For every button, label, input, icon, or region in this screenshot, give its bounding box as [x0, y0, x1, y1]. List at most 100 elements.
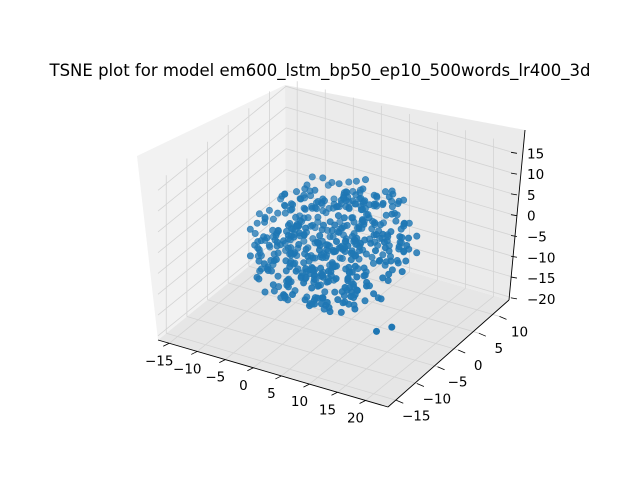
scatter-point [312, 205, 320, 213]
scatter-point [287, 200, 295, 208]
scatter-point [335, 203, 343, 211]
scatter-point [379, 201, 387, 209]
scatter-point [329, 204, 337, 212]
y-tick [437, 366, 445, 371]
grid-line-y [186, 316, 418, 384]
scatter-point [298, 269, 306, 277]
scatter-point [379, 219, 387, 227]
scatter-point [294, 265, 302, 273]
scatter-point [332, 238, 340, 246]
scatter-point [329, 233, 337, 241]
scatter-point [269, 233, 277, 241]
scatter-point [340, 292, 348, 300]
scatter-point [322, 209, 330, 217]
scatter-point [341, 298, 349, 306]
scatter-point [261, 236, 269, 244]
scatter-point [334, 296, 342, 304]
scatter-point [400, 196, 408, 204]
scatter-point [360, 218, 368, 226]
scatter-point [286, 220, 294, 228]
scatter-point [368, 253, 376, 261]
scatter-point [282, 246, 290, 254]
scatter-point [278, 192, 286, 200]
scatter-point [345, 178, 353, 186]
scatter-point [340, 222, 348, 230]
scatter-point [388, 266, 396, 274]
scatter-point [381, 261, 389, 269]
x-tick-label: 5 [267, 386, 276, 402]
y-tick-label: −10 [423, 392, 452, 408]
y-tick [458, 349, 466, 354]
scatter-point [345, 269, 353, 277]
scatter-point [311, 224, 319, 232]
grid-line-z [157, 86, 287, 191]
scatter-point [413, 249, 421, 257]
grid-line-x [365, 296, 494, 401]
scatter-point [347, 278, 355, 286]
scatter-point [286, 259, 294, 267]
x-tick [247, 367, 254, 372]
scatter-point [353, 273, 361, 281]
scatter-point [253, 219, 261, 227]
axis-lines [157, 129, 526, 408]
y-axis-line [387, 299, 510, 408]
scatter-point [302, 228, 310, 236]
x-tick-label: 0 [239, 378, 248, 394]
scatter-point [296, 212, 304, 220]
scatter-point [274, 249, 282, 257]
scatter-point [304, 244, 312, 252]
scatter-point [393, 211, 401, 219]
scatter-point [306, 300, 314, 308]
scatter-point [301, 250, 309, 258]
z-tick [510, 297, 518, 300]
z-tick [510, 193, 518, 196]
scatter-point [326, 308, 334, 316]
scatter-point [369, 217, 377, 225]
scatter-point [348, 232, 356, 240]
scatter-point [246, 252, 254, 260]
scatter-point [309, 266, 317, 274]
scatter-point [338, 255, 346, 263]
scatter-point [303, 293, 311, 301]
scatter-point [338, 242, 346, 250]
scatter-point [331, 288, 339, 296]
scatter-point [274, 209, 282, 217]
scatter-point [328, 259, 336, 267]
scatter-point [282, 267, 290, 275]
scatter-point [261, 213, 269, 221]
z-tick-label: −15 [527, 271, 556, 287]
scatter-point [312, 199, 320, 207]
z-tick [510, 151, 518, 154]
scatter-point [388, 197, 396, 205]
scatter-point [365, 282, 373, 290]
scatter-point [274, 272, 282, 280]
grid-line-z [285, 106, 517, 175]
scatter-point [314, 282, 322, 290]
scatter-point [400, 248, 408, 256]
x-tick-label: −10 [173, 361, 202, 377]
scatter-point [369, 259, 377, 267]
scatter-point [281, 209, 289, 217]
scatter-point [353, 224, 361, 232]
grid-line-y [166, 332, 397, 401]
x-tick-label: 10 [291, 394, 308, 410]
scatter-point [365, 235, 373, 243]
scatter-point [388, 323, 396, 331]
scatter-point [385, 242, 393, 250]
grid-line-z [157, 106, 287, 212]
scatter-point [326, 218, 334, 226]
scatter-point [261, 288, 269, 296]
scatter-point [386, 253, 394, 261]
z-tick [510, 214, 518, 217]
scatter-point [256, 249, 264, 257]
scatter-point [327, 267, 335, 275]
z-tick [510, 172, 518, 175]
scatter-point [251, 230, 259, 238]
data-points [246, 173, 421, 335]
y-tick [478, 332, 486, 337]
scatter-point [264, 266, 272, 274]
scatter-point [404, 234, 412, 242]
grid-line-x [337, 287, 466, 393]
scatter-point [349, 250, 357, 258]
